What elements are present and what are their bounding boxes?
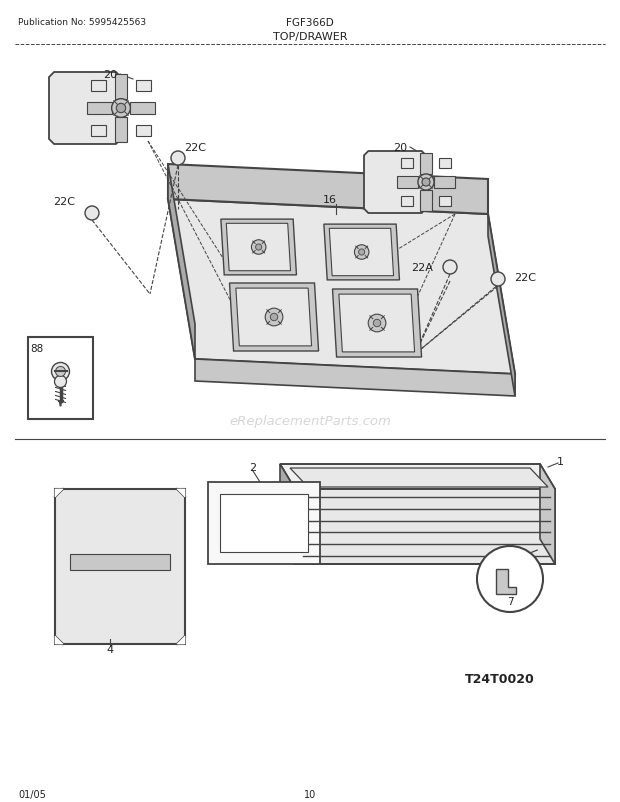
Circle shape xyxy=(270,314,278,322)
Circle shape xyxy=(418,175,434,191)
Circle shape xyxy=(368,314,386,332)
Polygon shape xyxy=(115,118,128,143)
Circle shape xyxy=(477,546,543,612)
Circle shape xyxy=(85,207,99,221)
Text: 2: 2 xyxy=(249,463,257,472)
Polygon shape xyxy=(397,177,418,188)
Text: 01/05: 01/05 xyxy=(18,789,46,799)
Polygon shape xyxy=(136,125,151,137)
Text: 20: 20 xyxy=(393,143,407,153)
Polygon shape xyxy=(329,229,394,277)
Circle shape xyxy=(358,249,365,256)
Polygon shape xyxy=(177,636,185,644)
Polygon shape xyxy=(280,464,555,489)
Polygon shape xyxy=(168,200,515,375)
Polygon shape xyxy=(92,81,106,92)
Text: 10: 10 xyxy=(304,789,316,799)
Polygon shape xyxy=(401,159,413,168)
Polygon shape xyxy=(168,164,488,215)
Polygon shape xyxy=(55,489,63,497)
Polygon shape xyxy=(195,359,515,396)
Circle shape xyxy=(117,104,126,114)
Circle shape xyxy=(171,152,185,166)
Polygon shape xyxy=(49,73,121,145)
Text: eReplacementParts.com: eReplacementParts.com xyxy=(229,415,391,427)
Text: T24T0020: T24T0020 xyxy=(465,673,535,686)
Bar xyxy=(28,338,93,419)
Polygon shape xyxy=(401,197,413,207)
Polygon shape xyxy=(136,81,151,92)
Circle shape xyxy=(265,309,283,326)
Text: 16: 16 xyxy=(323,195,337,205)
Text: 1: 1 xyxy=(557,456,564,467)
Polygon shape xyxy=(434,177,456,188)
Polygon shape xyxy=(420,191,432,213)
Polygon shape xyxy=(226,224,291,271)
Polygon shape xyxy=(130,103,155,115)
Polygon shape xyxy=(280,464,295,565)
Text: 22A: 22A xyxy=(411,263,433,273)
Polygon shape xyxy=(236,289,312,346)
Circle shape xyxy=(443,261,457,274)
Polygon shape xyxy=(324,225,399,281)
Circle shape xyxy=(252,241,266,255)
Polygon shape xyxy=(364,152,426,214)
Circle shape xyxy=(112,99,130,118)
Polygon shape xyxy=(439,197,451,207)
Polygon shape xyxy=(339,294,415,352)
Polygon shape xyxy=(177,489,185,497)
Circle shape xyxy=(373,320,381,327)
Polygon shape xyxy=(70,554,170,570)
Text: 22C: 22C xyxy=(184,143,206,153)
Polygon shape xyxy=(87,103,112,115)
Polygon shape xyxy=(439,159,451,168)
Circle shape xyxy=(56,367,66,377)
Polygon shape xyxy=(295,489,555,565)
Text: 22C: 22C xyxy=(514,273,536,282)
Circle shape xyxy=(491,273,505,286)
Circle shape xyxy=(55,376,66,388)
Polygon shape xyxy=(220,494,308,553)
Polygon shape xyxy=(221,220,296,276)
Polygon shape xyxy=(496,569,516,594)
Polygon shape xyxy=(92,125,106,137)
Text: 88: 88 xyxy=(30,343,43,354)
Polygon shape xyxy=(488,215,515,396)
Text: 4: 4 xyxy=(107,644,113,654)
Polygon shape xyxy=(208,482,320,565)
Polygon shape xyxy=(55,636,63,644)
Text: 22C: 22C xyxy=(53,196,75,207)
Circle shape xyxy=(355,245,369,260)
Circle shape xyxy=(51,363,69,381)
Circle shape xyxy=(255,245,262,251)
Text: Publication No: 5995425563: Publication No: 5995425563 xyxy=(18,18,146,27)
Polygon shape xyxy=(115,75,128,99)
Polygon shape xyxy=(420,153,432,175)
Circle shape xyxy=(422,179,430,187)
Polygon shape xyxy=(55,489,185,644)
Text: 7: 7 xyxy=(507,596,513,606)
Polygon shape xyxy=(332,290,422,358)
Polygon shape xyxy=(540,464,555,565)
Polygon shape xyxy=(168,164,195,359)
Polygon shape xyxy=(290,468,548,488)
Text: TOP/DRAWER: TOP/DRAWER xyxy=(273,32,347,42)
Text: FGF366D: FGF366D xyxy=(286,18,334,28)
Text: 20: 20 xyxy=(103,70,117,80)
Polygon shape xyxy=(229,284,319,351)
